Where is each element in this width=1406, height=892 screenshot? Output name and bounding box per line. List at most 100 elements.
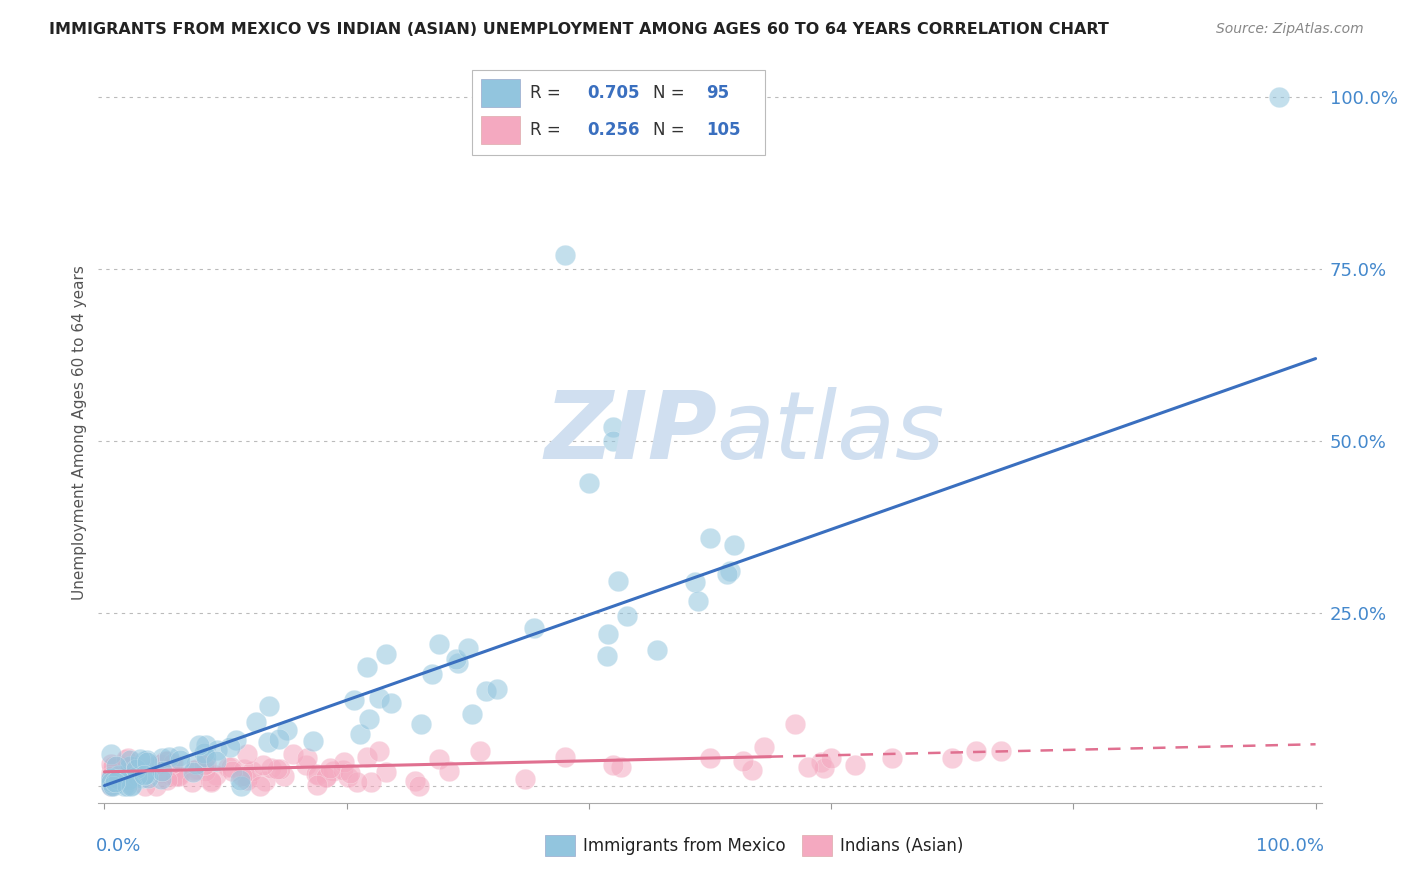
Point <box>167 749 190 764</box>
Point <box>235 773 257 788</box>
Point <box>427 752 450 766</box>
Point <box>233 762 256 776</box>
Point <box>349 727 371 741</box>
Point <box>470 744 492 758</box>
Point <box>100 765 122 780</box>
Point <box>297 751 319 765</box>
Point <box>100 768 122 782</box>
Point <box>457 640 479 655</box>
Point <box>447 657 470 671</box>
Text: ZIP: ZIP <box>546 386 718 479</box>
Text: Immigrants from Mexico: Immigrants from Mexico <box>583 837 786 855</box>
Point <box>163 769 186 783</box>
Point <box>194 764 217 779</box>
Point <box>219 759 242 773</box>
Point <box>159 757 181 772</box>
Point <box>602 420 624 434</box>
Text: 100.0%: 100.0% <box>1256 837 1324 855</box>
Point <box>333 755 356 769</box>
Point <box>813 761 835 775</box>
Text: IMMIGRANTS FROM MEXICO VS INDIAN (ASIAN) UNEMPLOYMENT AMONG AGES 60 TO 64 YEARS : IMMIGRANTS FROM MEXICO VS INDIAN (ASIAN)… <box>49 22 1109 37</box>
Point <box>115 772 138 786</box>
Point <box>315 771 337 785</box>
Text: 0.256: 0.256 <box>588 120 640 139</box>
Point <box>523 621 546 635</box>
Point <box>195 739 218 753</box>
Point <box>357 713 380 727</box>
Point <box>686 593 709 607</box>
Point <box>221 764 243 778</box>
Point <box>219 740 242 755</box>
Point <box>375 764 398 779</box>
Point <box>122 769 145 783</box>
Point <box>295 757 318 772</box>
Point <box>136 753 159 767</box>
Point <box>103 775 125 789</box>
Point <box>120 779 142 793</box>
Point <box>844 758 866 772</box>
Point <box>194 749 217 764</box>
Point <box>444 651 467 665</box>
FancyBboxPatch shape <box>471 70 765 155</box>
Point <box>150 764 173 779</box>
Point <box>257 734 280 748</box>
Point <box>114 779 136 793</box>
Point <box>225 733 247 747</box>
Point <box>302 734 325 748</box>
Point <box>117 772 139 787</box>
Point <box>254 774 277 789</box>
Point <box>159 768 181 782</box>
Point <box>100 779 122 793</box>
Point <box>427 637 450 651</box>
Point <box>486 682 509 697</box>
Point <box>157 749 180 764</box>
Point <box>346 775 368 789</box>
Point <box>266 762 288 776</box>
Point <box>200 774 222 789</box>
Point <box>149 766 172 780</box>
Point <box>554 248 576 262</box>
Point <box>474 684 496 698</box>
Point <box>343 693 366 707</box>
Point <box>167 769 190 783</box>
Point <box>103 774 125 789</box>
Point <box>249 779 271 793</box>
Point <box>356 750 378 764</box>
Text: Source: ZipAtlas.com: Source: ZipAtlas.com <box>1216 22 1364 37</box>
Point <box>117 766 139 780</box>
Point <box>645 643 668 657</box>
Point <box>252 758 274 772</box>
Point <box>162 756 184 770</box>
Point <box>135 767 157 781</box>
Point <box>966 744 988 758</box>
Y-axis label: Unemployment Among Ages 60 to 64 years: Unemployment Among Ages 60 to 64 years <box>72 265 87 600</box>
Point <box>117 765 139 780</box>
Point <box>820 751 842 765</box>
Point <box>146 757 169 772</box>
Point <box>204 754 226 768</box>
Point <box>699 531 721 545</box>
Point <box>200 773 222 788</box>
Point <box>163 769 186 783</box>
Point <box>117 772 139 787</box>
Text: 105: 105 <box>706 120 741 139</box>
Point <box>100 774 122 789</box>
Text: Indians (Asian): Indians (Asian) <box>839 837 963 855</box>
Point <box>281 747 304 761</box>
Point <box>184 756 207 771</box>
Point <box>103 759 125 773</box>
Point <box>231 769 253 783</box>
Point <box>880 751 903 765</box>
Point <box>169 753 191 767</box>
Point <box>315 770 337 784</box>
Point <box>217 760 239 774</box>
Point <box>257 699 280 714</box>
Point <box>420 667 443 681</box>
Point <box>616 609 638 624</box>
Point <box>718 564 741 578</box>
Point <box>602 434 624 449</box>
Point <box>205 767 228 781</box>
Point <box>411 717 433 731</box>
Point <box>375 647 398 661</box>
Point <box>461 706 484 721</box>
